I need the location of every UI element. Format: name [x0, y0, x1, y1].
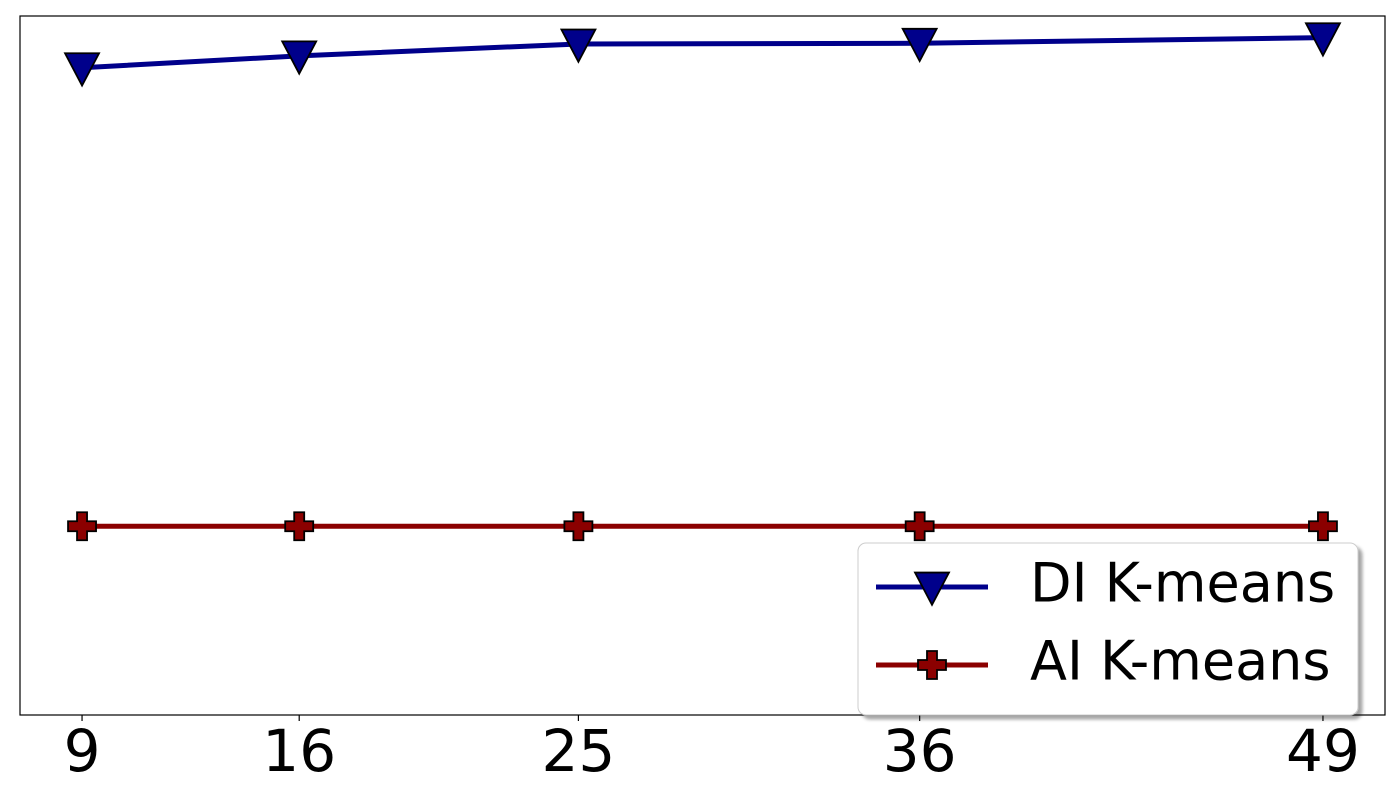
marker	[284, 511, 315, 542]
legend-label: DI K-means	[1030, 552, 1335, 615]
marker	[901, 27, 939, 64]
marker	[913, 571, 951, 607]
marker	[67, 511, 97, 542]
x-tick-label: 36	[883, 717, 957, 785]
x-tick-label: 49	[1286, 717, 1360, 785]
x-tick-label: 9	[64, 717, 101, 785]
marker	[1304, 22, 1342, 58]
marker	[917, 650, 947, 680]
marker	[559, 28, 597, 64]
plot-frame	[19, 15, 1386, 716]
legend: DI K-means AI K-means	[857, 542, 1359, 716]
marker	[563, 511, 594, 542]
marker	[280, 40, 318, 76]
marker	[63, 52, 101, 88]
marker	[904, 511, 935, 542]
series-line	[81, 35, 1323, 71]
x-tick-label: 25	[542, 717, 616, 785]
x-tick-label: 16	[262, 717, 336, 785]
legend-label: AI K-means	[1030, 630, 1331, 693]
marker	[1308, 511, 1338, 542]
